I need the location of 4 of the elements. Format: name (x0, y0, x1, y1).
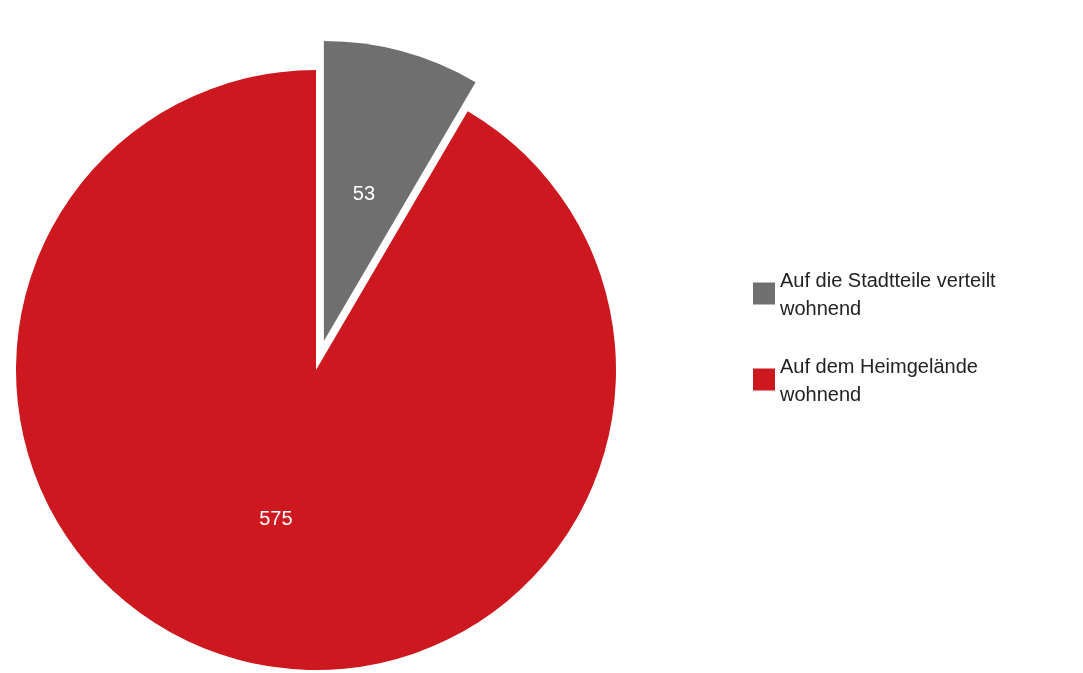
data-label: 53 (352, 182, 376, 205)
data-label: 575 (259, 506, 293, 529)
legend-label: Auf dem Heimgelände wohnend (779, 354, 984, 405)
legend-label: Auf die Stadtteile verteilt wohnend (779, 268, 1002, 319)
